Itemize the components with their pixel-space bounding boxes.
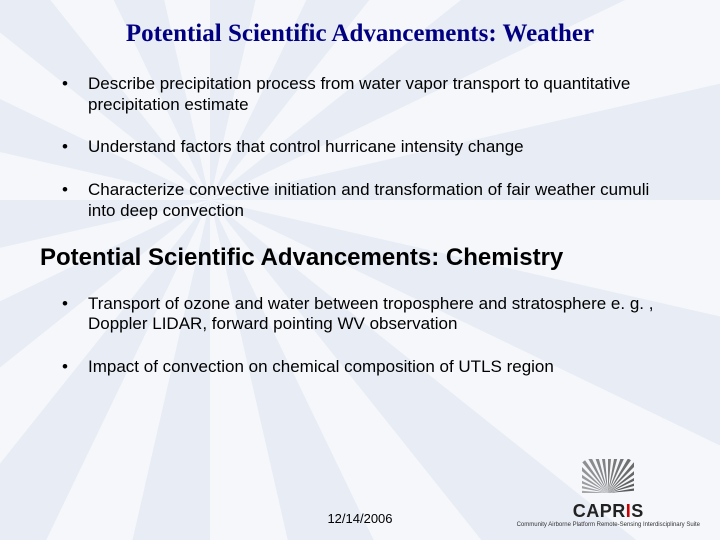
bullet-weather-1: Describe precipitation process from wate… — [62, 74, 680, 115]
bullets-weather: Describe precipitation process from wate… — [40, 74, 680, 222]
slide-content: Potential Scientific Advancements: Weath… — [0, 0, 720, 540]
title-chemistry: Potential Scientific Advancements: Chemi… — [40, 244, 680, 272]
bullet-chemistry-2: Impact of convection on chemical composi… — [62, 357, 680, 378]
bullet-chemistry-1: Transport of ozone and water between tro… — [62, 294, 680, 335]
bullets-chemistry: Transport of ozone and water between tro… — [40, 294, 680, 378]
title-weather: Potential Scientific Advancements: Weath… — [40, 20, 680, 48]
bullet-weather-3: Characterize convective initiation and t… — [62, 180, 680, 221]
bullet-weather-2: Understand factors that control hurrican… — [62, 137, 680, 158]
